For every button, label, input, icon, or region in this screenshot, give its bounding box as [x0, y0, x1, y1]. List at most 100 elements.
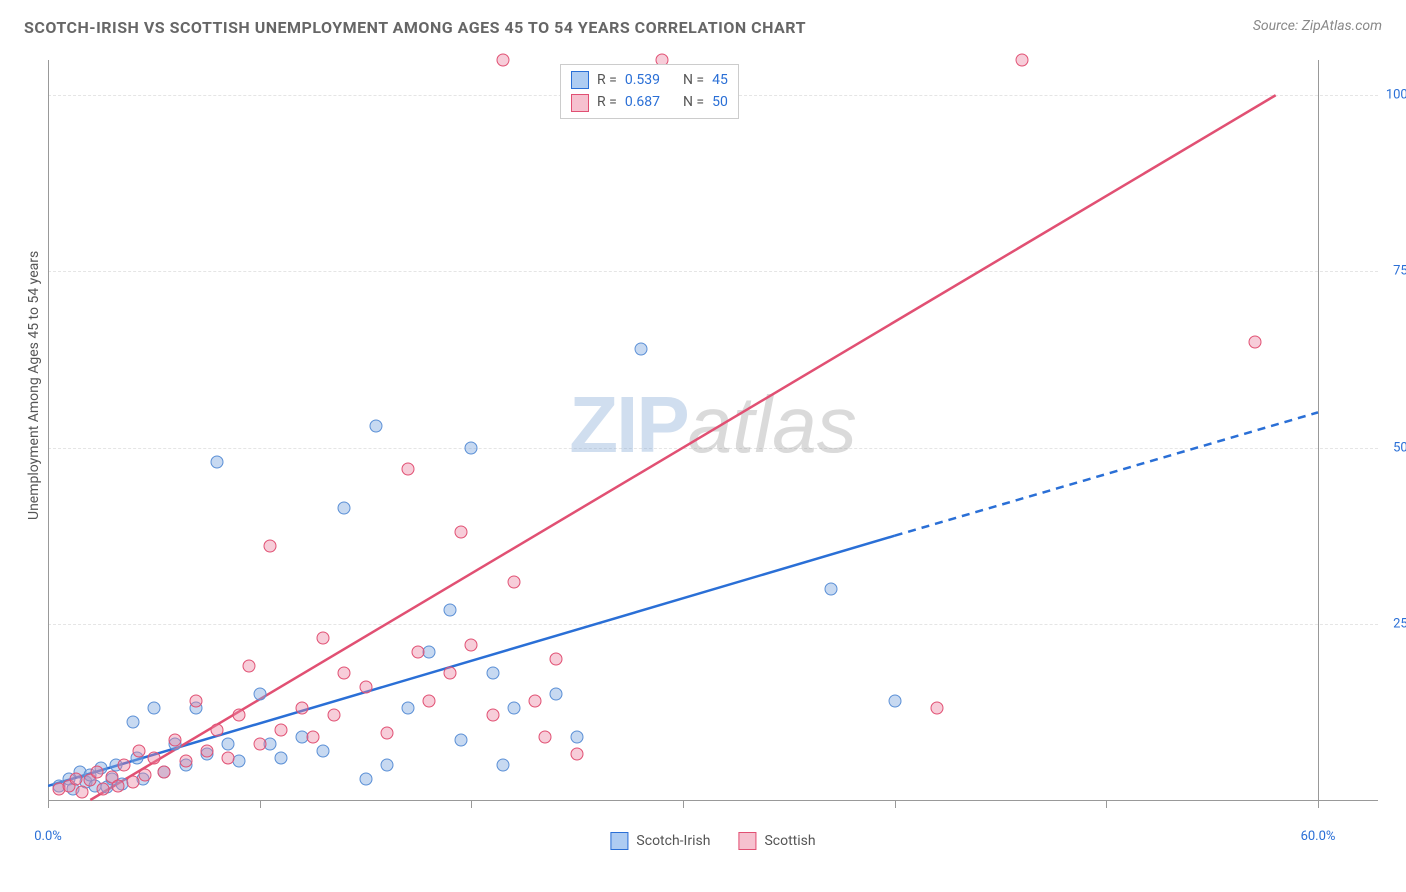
- x-tick: [1318, 800, 1319, 808]
- data-point: [370, 420, 383, 433]
- x-tick: [48, 800, 49, 808]
- x-tick: [471, 800, 472, 808]
- data-point: [317, 744, 330, 757]
- data-point: [90, 765, 103, 778]
- gridline: [48, 271, 1378, 272]
- gridline: [48, 624, 1378, 625]
- swatch-icon: [571, 71, 589, 89]
- data-point: [221, 737, 234, 750]
- x-tick-label: 60.0%: [1301, 829, 1336, 844]
- data-point: [139, 769, 152, 782]
- data-point: [317, 631, 330, 644]
- data-point: [888, 695, 901, 708]
- data-point: [1015, 54, 1028, 67]
- data-point: [507, 575, 520, 588]
- data-point: [571, 748, 584, 761]
- data-point: [412, 646, 425, 659]
- data-point: [133, 744, 146, 757]
- trend-lines: [48, 60, 1378, 820]
- data-point: [274, 751, 287, 764]
- data-point: [528, 695, 541, 708]
- data-point: [359, 681, 372, 694]
- data-point: [486, 709, 499, 722]
- data-point: [465, 441, 478, 454]
- data-point: [1248, 335, 1261, 348]
- data-point: [97, 783, 110, 796]
- data-point: [75, 785, 88, 798]
- data-point: [338, 667, 351, 680]
- data-point: [211, 455, 224, 468]
- correlation-legend: R =0.539 N =45R =0.687 N =50: [560, 64, 739, 119]
- y-tick-label: 75.0%: [1393, 264, 1406, 279]
- swatch-icon: [738, 832, 756, 850]
- data-point: [454, 526, 467, 539]
- swatch-icon: [610, 832, 628, 850]
- y-axis-label: Unemployment Among Ages 45 to 54 years: [26, 251, 42, 520]
- data-point: [169, 734, 182, 747]
- legend-label: Scottish: [764, 833, 815, 849]
- data-point: [931, 702, 944, 715]
- data-point: [539, 730, 552, 743]
- data-point: [69, 772, 82, 785]
- data-point: [454, 734, 467, 747]
- data-point: [634, 342, 647, 355]
- data-point: [264, 540, 277, 553]
- x-tick: [683, 800, 684, 808]
- data-point: [232, 709, 245, 722]
- y-tick-label: 100.0%: [1386, 88, 1406, 103]
- data-point: [401, 462, 414, 475]
- data-point: [221, 751, 234, 764]
- swatch-icon: [571, 94, 589, 112]
- data-point: [486, 667, 499, 680]
- chart-area: Unemployment Among Ages 45 to 54 years Z…: [48, 60, 1378, 820]
- data-point: [118, 758, 131, 771]
- data-point: [444, 603, 457, 616]
- data-point: [253, 688, 266, 701]
- data-point: [158, 765, 171, 778]
- data-point: [550, 653, 563, 666]
- data-point: [147, 702, 160, 715]
- data-point: [243, 660, 256, 673]
- gridline: [48, 448, 1378, 449]
- data-point: [825, 582, 838, 595]
- data-point: [190, 695, 203, 708]
- data-point: [338, 501, 351, 514]
- data-point: [200, 744, 213, 757]
- data-point: [327, 709, 340, 722]
- legend-label: Scotch-Irish: [636, 833, 710, 849]
- data-point: [306, 730, 319, 743]
- chart-title: SCOTCH-IRISH VS SCOTTISH UNEMPLOYMENT AM…: [24, 18, 806, 37]
- data-point: [380, 727, 393, 740]
- legend-item-scotch-irish: Scotch-Irish: [610, 832, 710, 850]
- y-axis-left: [48, 60, 49, 800]
- x-tick: [1106, 800, 1107, 808]
- data-point: [444, 667, 457, 680]
- y-tick-label: 25.0%: [1393, 616, 1406, 631]
- data-point: [571, 730, 584, 743]
- x-tick: [895, 800, 896, 808]
- data-point: [111, 779, 124, 792]
- data-point: [253, 737, 266, 750]
- data-point: [179, 755, 192, 768]
- y-tick-label: 50.0%: [1393, 440, 1406, 455]
- data-point: [274, 723, 287, 736]
- data-point: [507, 702, 520, 715]
- source-attribution: Source: ZipAtlas.com: [1253, 18, 1382, 34]
- data-point: [380, 758, 393, 771]
- data-point: [211, 723, 224, 736]
- series-legend: Scotch-Irish Scottish: [610, 832, 815, 850]
- data-point: [465, 638, 478, 651]
- y-axis-right: [1318, 60, 1319, 800]
- x-tick-label: 0.0%: [34, 829, 62, 844]
- data-point: [401, 702, 414, 715]
- data-point: [423, 695, 436, 708]
- x-tick: [260, 800, 261, 808]
- data-point: [296, 702, 309, 715]
- data-point: [126, 776, 139, 789]
- data-point: [359, 772, 372, 785]
- x-axis: [48, 800, 1378, 801]
- data-point: [126, 716, 139, 729]
- legend-item-scottish: Scottish: [738, 832, 815, 850]
- data-point: [147, 751, 160, 764]
- correlation-row: R =0.687 N =50: [571, 91, 728, 113]
